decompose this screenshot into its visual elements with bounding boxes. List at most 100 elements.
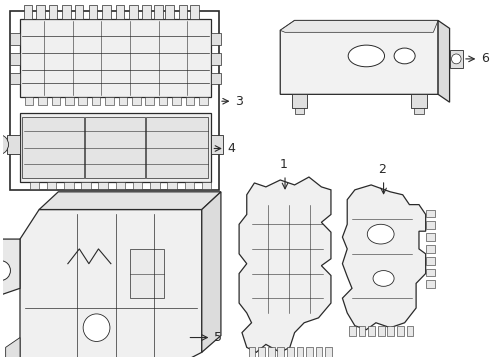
Bar [292, 94, 307, 108]
Ellipse shape [394, 48, 415, 64]
Polygon shape [39, 192, 221, 210]
Polygon shape [280, 21, 438, 32]
Bar [150, 182, 160, 189]
Bar [74, 5, 83, 18]
Bar [116, 5, 124, 18]
Bar [211, 73, 221, 85]
Text: 1: 1 [279, 158, 287, 171]
Bar [359, 326, 366, 336]
Text: 2: 2 [378, 163, 386, 176]
Ellipse shape [348, 45, 385, 67]
Bar [426, 210, 435, 217]
Bar [119, 97, 127, 105]
Polygon shape [6, 338, 20, 360]
Bar [10, 73, 20, 85]
Circle shape [0, 261, 10, 280]
Polygon shape [438, 21, 450, 102]
Bar [78, 97, 87, 105]
Bar [116, 182, 125, 189]
Bar [190, 5, 199, 18]
Bar [316, 347, 322, 359]
Bar [64, 182, 74, 189]
Bar [159, 97, 168, 105]
Bar [179, 5, 188, 18]
Bar [38, 97, 47, 105]
Bar [47, 182, 56, 189]
Bar [268, 347, 274, 359]
Bar [294, 108, 304, 114]
Bar [92, 97, 100, 105]
Bar [414, 108, 424, 114]
Bar [277, 347, 284, 359]
Bar [426, 257, 435, 265]
Bar [450, 50, 463, 68]
Ellipse shape [373, 271, 394, 286]
Bar [172, 97, 181, 105]
Bar [426, 280, 435, 288]
Bar [411, 94, 427, 108]
Polygon shape [20, 210, 202, 360]
Bar [102, 5, 111, 18]
Bar [199, 97, 208, 105]
Bar [146, 97, 154, 105]
Ellipse shape [368, 224, 394, 244]
Bar [378, 326, 385, 336]
Bar [168, 182, 177, 189]
Bar [185, 182, 194, 189]
Bar [6, 135, 20, 154]
Bar [51, 97, 60, 105]
Text: 3: 3 [235, 95, 243, 108]
Bar [130, 249, 164, 298]
Bar [426, 245, 435, 253]
Bar [89, 5, 98, 18]
Bar [22, 117, 84, 178]
Bar [287, 347, 294, 359]
Circle shape [451, 54, 461, 64]
Bar [143, 5, 151, 18]
Bar [325, 347, 332, 359]
Bar [20, 113, 211, 182]
Bar [105, 97, 114, 105]
Bar [24, 5, 32, 18]
Bar [211, 33, 221, 45]
Bar [166, 5, 174, 18]
Bar [186, 97, 194, 105]
Bar [296, 347, 303, 359]
Bar [368, 326, 375, 336]
Bar [211, 53, 221, 65]
Text: 6: 6 [481, 53, 489, 66]
Text: 5: 5 [214, 331, 222, 344]
Bar [426, 269, 435, 276]
Bar [29, 182, 39, 189]
Bar [407, 326, 413, 336]
Bar [147, 117, 208, 178]
Bar [65, 97, 74, 105]
Bar [36, 5, 45, 18]
Bar [49, 5, 57, 18]
Bar [211, 135, 223, 154]
Bar [81, 182, 91, 189]
Bar [10, 53, 20, 65]
Text: 4: 4 [228, 142, 236, 155]
Polygon shape [239, 177, 331, 352]
Bar [98, 182, 108, 189]
Bar [20, 18, 211, 97]
Bar [248, 347, 255, 359]
Bar [397, 326, 404, 336]
Bar [132, 97, 141, 105]
Bar [85, 117, 146, 178]
Bar [10, 11, 219, 190]
Bar [25, 97, 33, 105]
Bar [10, 33, 20, 45]
Circle shape [0, 135, 8, 154]
Polygon shape [343, 185, 426, 330]
Bar [426, 233, 435, 241]
Polygon shape [202, 192, 221, 352]
Polygon shape [280, 21, 438, 94]
Bar [258, 347, 265, 359]
Bar [349, 326, 356, 336]
Bar [306, 347, 313, 359]
Bar [426, 221, 435, 229]
Polygon shape [0, 239, 20, 298]
Bar [388, 326, 394, 336]
